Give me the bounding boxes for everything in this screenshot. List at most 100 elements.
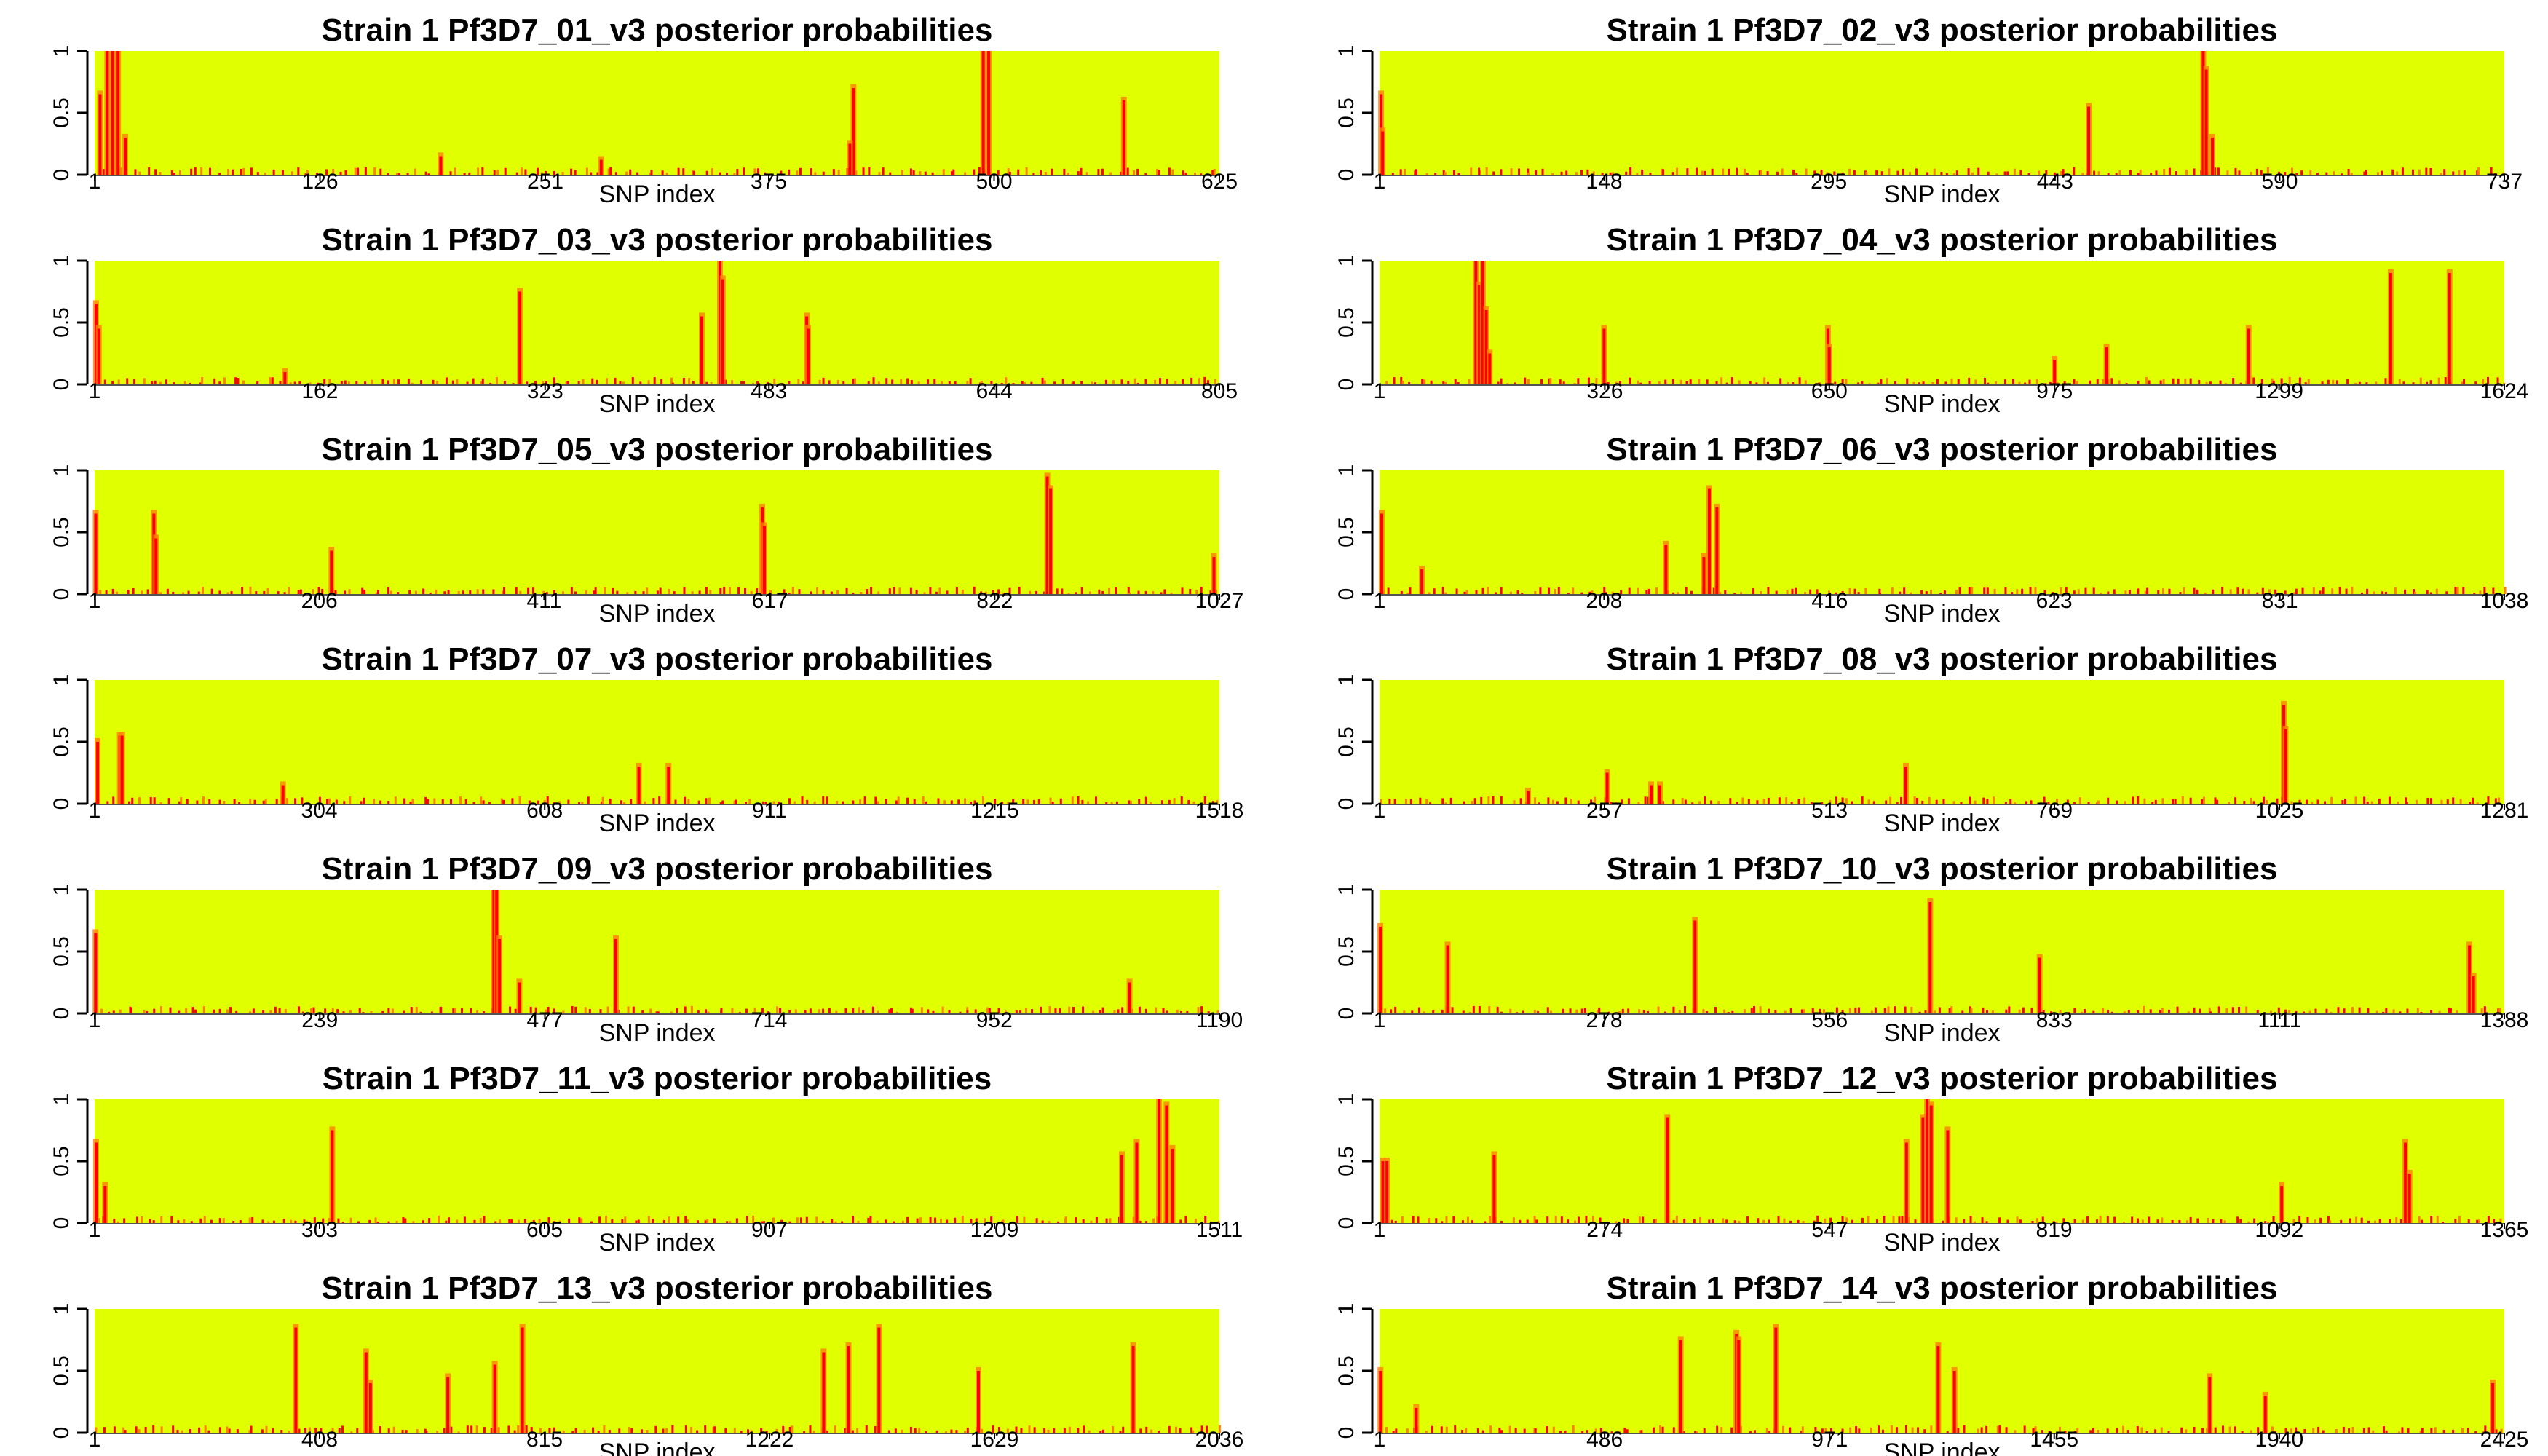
- x-tick-label: 443: [2037, 170, 2073, 194]
- noise-bar: [173, 382, 175, 384]
- noise-bar: [1704, 170, 1706, 175]
- noise-bar: [2327, 379, 2330, 384]
- noise-bar: [1757, 1218, 1760, 1223]
- noise-bar: [452, 1008, 455, 1013]
- noise-bar: [460, 1008, 463, 1013]
- noise-bar: [482, 800, 485, 804]
- noise-bar: [1803, 797, 1806, 804]
- noise-bar: [2232, 378, 2235, 384]
- noise-bar: [1974, 379, 1977, 384]
- noise-bar: [1724, 590, 1727, 594]
- noise-bar: [941, 381, 943, 384]
- noise-bar: [798, 589, 801, 594]
- noise-bar: [1729, 798, 1732, 804]
- noise-bar: [854, 378, 857, 384]
- noise-bar: [1691, 802, 1694, 804]
- x-tick-label: 408: [301, 1428, 338, 1452]
- noise-bar: [284, 1008, 287, 1013]
- noise-bar: [1605, 1221, 1608, 1223]
- noise-bar: [948, 1010, 951, 1013]
- noise-bar: [818, 1009, 820, 1013]
- noise-bar: [1094, 382, 1097, 384]
- x-axis: 1 278 556 833 1111 1388: [1374, 1008, 2529, 1032]
- noise-bar: [2351, 1006, 2354, 1013]
- noise-bar: [2412, 382, 2415, 384]
- noise-bar: [545, 381, 547, 384]
- plot-background: [1380, 1309, 2504, 1433]
- noise-bar: [892, 1221, 895, 1223]
- x-axis-title: SNP index: [1883, 181, 2000, 208]
- noise-bar: [1552, 1426, 1555, 1433]
- noise-bar: [2013, 168, 2016, 175]
- noise-bar: [600, 801, 603, 804]
- noise-bar: [1740, 592, 1743, 594]
- noise-bar: [1642, 1216, 1645, 1223]
- noise-bar: [2172, 799, 2175, 804]
- noise-bar: [1933, 168, 1936, 175]
- noise-bar: [1833, 171, 1836, 175]
- noise-bar: [1057, 1221, 1060, 1223]
- noise-bar: [1657, 1006, 1660, 1013]
- noise-bar: [1985, 1221, 1988, 1223]
- noise-bar: [2443, 169, 2446, 175]
- peak-bar: [1921, 1117, 1925, 1223]
- noise-bar: [631, 377, 634, 384]
- noise-bar: [2454, 1219, 2457, 1223]
- noise-bar: [381, 379, 384, 384]
- noise-bar: [1629, 167, 1632, 175]
- noise-bar: [2302, 1011, 2305, 1013]
- peak-bar: [1158, 1099, 1161, 1223]
- noise-bar: [395, 173, 398, 175]
- noise-bar: [2351, 1427, 2354, 1433]
- noise-bar: [659, 587, 662, 594]
- noise-bar: [1658, 381, 1661, 384]
- noise-bar: [1090, 1220, 1093, 1223]
- peak-bar: [1122, 100, 1125, 175]
- noise-bar: [630, 1428, 633, 1433]
- noise-bar: [394, 796, 397, 804]
- noise-bar: [2458, 1216, 2461, 1223]
- peak-bar: [1379, 927, 1382, 1013]
- noise-bar: [1182, 170, 1184, 175]
- noise-bar: [1955, 1217, 1958, 1223]
- noise-bar: [130, 1007, 132, 1013]
- noise-bar: [2226, 170, 2229, 175]
- noise-bar: [622, 381, 625, 384]
- x-tick-label: 1: [1374, 589, 1386, 613]
- noise-bar: [1179, 1219, 1182, 1223]
- noise-bar: [709, 590, 712, 594]
- x-tick-label: 375: [751, 170, 787, 194]
- noise-bar: [2059, 1010, 2062, 1013]
- noise-bar: [1387, 587, 1390, 594]
- noise-bar: [705, 170, 708, 175]
- noise-bar: [1752, 588, 1755, 594]
- noise-bar: [1514, 1428, 1517, 1433]
- noise-bar: [376, 1222, 379, 1223]
- noise-bar: [743, 381, 746, 384]
- noise-bar: [1963, 1425, 1966, 1433]
- x-tick-label: 1: [1374, 379, 1386, 403]
- noise-bar: [935, 1430, 938, 1433]
- noise-bar: [1081, 799, 1084, 804]
- noise-bar: [1805, 168, 1808, 175]
- noise-bar: [1506, 383, 1509, 384]
- x-tick-label: 1455: [2030, 1428, 2078, 1452]
- noise-bar: [719, 172, 721, 175]
- noise-bar: [810, 168, 812, 175]
- noise-bar: [159, 381, 162, 384]
- noise-bar: [2469, 802, 2472, 804]
- noise-bar: [1168, 1425, 1171, 1433]
- noise-bar: [1182, 379, 1184, 384]
- noise-bar: [804, 1010, 807, 1013]
- noise-bar: [2304, 382, 2307, 384]
- noise-bar: [1981, 1217, 1984, 1223]
- noise-bar: [1878, 1425, 1880, 1433]
- noise-bar: [2006, 1219, 2009, 1223]
- noise-bar: [553, 170, 555, 175]
- noise-bar: [1722, 1218, 1725, 1223]
- noise-bar: [852, 800, 855, 804]
- noise-bar: [625, 171, 628, 175]
- noise-bar: [1591, 1216, 1594, 1223]
- peak-bar: [1605, 772, 1609, 804]
- peak-bar: [1928, 902, 1932, 1013]
